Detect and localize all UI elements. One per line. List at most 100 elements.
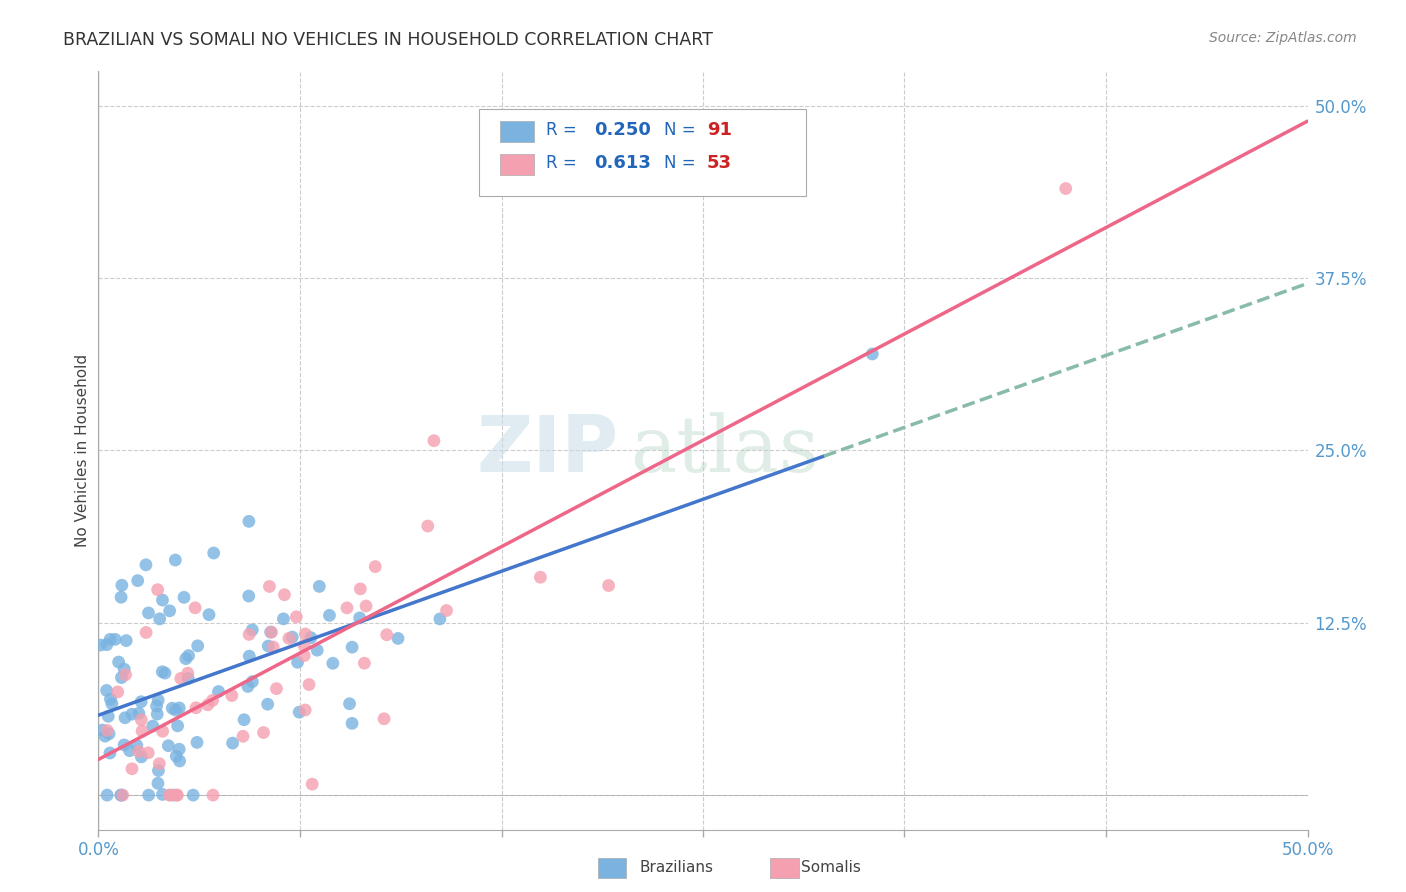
Point (201, 693, 224, 707)
Point (96, 788, 118, 802)
Point (529, 570, 551, 584)
Point (104, 632, 127, 647)
Point (98, 746, 121, 760)
Point (166, 788, 188, 802)
Point (101, 697, 124, 711)
Point (198, 607, 221, 622)
Point (121, 707, 143, 722)
Point (110, 591, 132, 605)
Point (353, 656, 375, 670)
Point (152, 788, 174, 802)
Point (174, 651, 197, 665)
Point (162, 701, 184, 715)
Point (184, 600, 207, 615)
Point (339, 697, 361, 711)
Point (273, 612, 295, 626)
Point (238, 649, 260, 664)
Point (259, 625, 281, 640)
Point (148, 764, 170, 778)
Point (240, 674, 263, 689)
Point (232, 729, 254, 743)
Text: 53: 53 (707, 154, 731, 172)
Point (91, 723, 114, 737)
Point (340, 716, 363, 731)
Text: 0.250: 0.250 (595, 120, 651, 139)
Point (157, 788, 180, 802)
Point (423, 434, 446, 448)
Point (281, 630, 304, 644)
Text: ZIP: ZIP (477, 412, 619, 489)
Point (336, 600, 359, 615)
Point (860, 347, 883, 361)
Text: 91: 91 (707, 120, 731, 139)
Text: Source: ZipAtlas.com: Source: ZipAtlas.com (1209, 31, 1357, 45)
Point (150, 665, 173, 679)
FancyBboxPatch shape (479, 110, 806, 196)
Point (165, 703, 187, 717)
Point (165, 553, 187, 567)
Point (285, 610, 308, 624)
Point (114, 667, 136, 681)
Point (429, 612, 451, 626)
Point (373, 712, 395, 726)
Point (121, 762, 143, 776)
Point (308, 579, 330, 593)
Point (112, 738, 135, 752)
Point (257, 639, 280, 653)
Point (153, 666, 176, 681)
Point (186, 735, 208, 749)
Point (152, 593, 174, 607)
Point (238, 589, 260, 603)
Text: R =: R = (546, 120, 582, 139)
Point (157, 739, 180, 753)
Point (145, 699, 167, 714)
Point (96, 638, 118, 652)
Point (354, 599, 377, 613)
Point (187, 639, 209, 653)
Point (136, 746, 159, 760)
Point (107, 685, 129, 699)
Y-axis label: No Vehicles in Household: No Vehicles in Household (75, 354, 90, 547)
Text: atlas: atlas (630, 413, 820, 488)
Point (142, 719, 165, 733)
Text: BRAZILIAN VS SOMALI NO VEHICLES IN HOUSEHOLD CORRELATION CHART: BRAZILIAN VS SOMALI NO VEHICLES IN HOUSE… (63, 31, 713, 49)
Point (97, 709, 120, 723)
Point (181, 788, 204, 802)
Point (110, 788, 132, 802)
Bar (501, 120, 534, 142)
Point (131, 724, 153, 739)
Point (127, 574, 149, 588)
Point (169, 701, 191, 715)
Text: Somalis: Somalis (801, 860, 862, 874)
Point (90, 638, 112, 652)
Text: 0.613: 0.613 (595, 154, 651, 172)
Point (307, 643, 329, 657)
Point (238, 627, 260, 641)
Point (201, 788, 224, 802)
Point (177, 648, 200, 663)
Point (148, 693, 170, 707)
Point (294, 627, 316, 641)
Point (375, 628, 398, 642)
Point (202, 546, 225, 560)
Point (298, 677, 321, 691)
Point (436, 603, 458, 617)
Point (94, 729, 117, 743)
Point (598, 578, 620, 592)
Text: N =: N = (664, 120, 696, 139)
Point (184, 700, 207, 714)
Point (110, 788, 132, 802)
Point (259, 579, 281, 593)
Point (100, 692, 122, 706)
Point (111, 788, 134, 802)
Point (128, 706, 150, 721)
Point (387, 632, 409, 646)
Point (349, 582, 371, 596)
Point (110, 671, 132, 685)
Point (256, 697, 278, 711)
Point (112, 662, 135, 676)
Point (340, 640, 363, 655)
Point (135, 625, 157, 640)
Point (236, 680, 259, 694)
Point (131, 750, 153, 764)
